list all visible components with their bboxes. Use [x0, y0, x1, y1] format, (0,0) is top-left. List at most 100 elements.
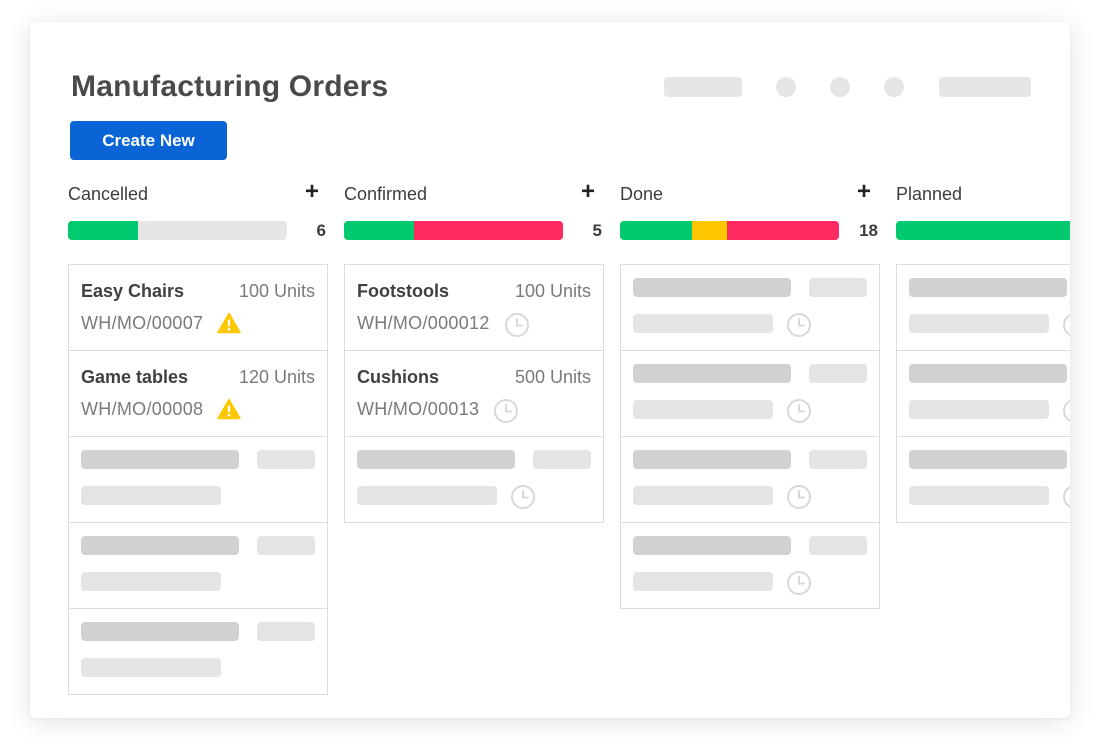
kanban-column: Cancelled +6 Easy Chairs 100 Units WH/MO/000…	[68, 178, 328, 695]
placeholder-units-bar	[533, 450, 591, 469]
placeholder-card	[621, 437, 879, 523]
placeholder-ref-bar	[357, 486, 497, 505]
placeholder-title-bar	[81, 450, 239, 469]
placeholder-title-bar	[633, 450, 791, 469]
manufacturing-orders-panel: Manufacturing Orders Create New Cancelle…	[30, 22, 1070, 718]
placeholder-title-bar	[909, 450, 1067, 469]
placeholder-card	[621, 265, 879, 351]
progress-row: 6	[68, 221, 328, 243]
placeholder-units-bar	[257, 536, 315, 555]
placeholder-units-bar	[257, 622, 315, 641]
progress-segment-red	[727, 221, 839, 240]
placeholder-units-bar	[809, 278, 867, 297]
progress-segment-green	[620, 221, 693, 240]
column-title: Done	[620, 184, 664, 204]
unit-quantity: 100 Units	[238, 281, 315, 301]
clock-icon	[787, 485, 811, 509]
placeholder-card	[897, 437, 1070, 522]
order-card[interactable]: Game tables 120 Units WH/MO/00008	[69, 351, 327, 437]
placeholder-ref-bar	[633, 572, 773, 591]
card-list	[896, 264, 1070, 523]
placeholder-card	[69, 437, 327, 523]
column-title: Planned	[896, 184, 963, 204]
column-count: 18	[859, 221, 878, 240]
placeholder-ref-bar	[633, 486, 773, 505]
unit-quantity: 500 Units	[514, 367, 591, 387]
placeholder-title-bar	[633, 364, 791, 383]
placeholder-units-bar	[257, 450, 315, 469]
product-name: Game tables	[81, 367, 189, 387]
column-count: 6	[316, 221, 326, 240]
placeholder-ref-bar	[909, 400, 1049, 419]
header-placeholder-pill	[664, 77, 742, 97]
clock-icon	[511, 485, 535, 509]
placeholder-card	[897, 265, 1070, 351]
clock-icon	[494, 399, 518, 423]
placeholder-card	[621, 523, 879, 608]
add-card-button[interactable]: +	[857, 178, 872, 205]
clock-icon	[1063, 400, 1070, 422]
placeholder-title-bar	[633, 536, 791, 555]
card-list	[620, 264, 880, 609]
column-header: Done +	[620, 178, 880, 208]
progress-row: 18	[620, 221, 880, 243]
progress-segment-yellow	[692, 221, 728, 240]
placeholder-card	[69, 609, 327, 694]
warning-icon	[217, 312, 241, 334]
header-placeholder-dot	[884, 77, 904, 97]
placeholder-card	[621, 351, 879, 437]
progress-segment-green	[896, 221, 1070, 240]
placeholder-title-bar	[909, 364, 1067, 383]
progress-bar	[896, 221, 1070, 240]
order-card[interactable]: Cushions 500 Units WH/MO/00013	[345, 351, 603, 437]
header-placeholder-dot	[776, 77, 796, 97]
progress-bar	[68, 221, 287, 240]
add-card-button[interactable]: +	[581, 178, 596, 205]
placeholder-ref-bar	[633, 314, 773, 333]
add-card-button[interactable]: +	[305, 178, 320, 205]
column-header: Planned	[896, 182, 1070, 208]
progress-segment-green	[68, 221, 139, 240]
order-reference: WH/MO/000012	[357, 313, 490, 333]
placeholder-units-bar	[809, 364, 867, 383]
placeholder-title-bar	[357, 450, 515, 469]
column-title: Confirmed	[344, 184, 428, 204]
placeholder-ref-bar	[909, 486, 1049, 505]
warning-icon	[217, 398, 241, 420]
column-header: Cancelled +	[68, 178, 328, 208]
order-reference: WH/MO/00013	[357, 399, 480, 419]
order-card[interactable]: Footstools 100 Units WH/MO/000012	[345, 265, 603, 351]
placeholder-title-bar	[909, 278, 1067, 297]
column-header: Confirmed +	[344, 178, 604, 208]
kanban-column: Confirmed +5 Footstools 100 Units WH/MO/0000…	[344, 178, 604, 523]
column-title: Cancelled	[68, 184, 149, 204]
product-name: Easy Chairs	[81, 281, 185, 301]
product-name: Cushions	[357, 367, 440, 387]
progress-row	[896, 221, 1070, 243]
kanban-column: Done +18	[620, 178, 880, 609]
clock-icon	[1063, 314, 1070, 336]
placeholder-card	[69, 523, 327, 609]
order-card[interactable]: Easy Chairs 100 Units WH/MO/00007	[69, 265, 327, 351]
placeholder-ref-bar	[81, 658, 221, 677]
placeholder-title-bar	[633, 278, 791, 297]
placeholder-ref-bar	[909, 314, 1049, 333]
card-list: Easy Chairs 100 Units WH/MO/00007 Game tabl…	[68, 264, 328, 695]
clock-icon	[787, 399, 811, 423]
clock-icon	[787, 571, 811, 595]
progress-bar	[344, 221, 563, 240]
order-reference: WH/MO/00007	[81, 313, 204, 333]
placeholder-card	[897, 351, 1070, 437]
progress-bar	[620, 221, 839, 240]
progress-segment-green	[344, 221, 415, 240]
clock-icon	[787, 313, 811, 337]
header-placeholder-dot	[830, 77, 850, 97]
placeholder-ref-bar	[81, 486, 221, 505]
placeholder-card	[345, 437, 603, 522]
create-new-button[interactable]: Create New	[70, 121, 227, 160]
card-list: Footstools 100 Units WH/MO/000012 Cushions 5…	[344, 264, 604, 523]
placeholder-title-bar	[81, 622, 239, 641]
page-title: Manufacturing Orders	[71, 70, 389, 103]
product-name: Footstools	[357, 281, 449, 301]
progress-segment-red	[414, 221, 563, 240]
